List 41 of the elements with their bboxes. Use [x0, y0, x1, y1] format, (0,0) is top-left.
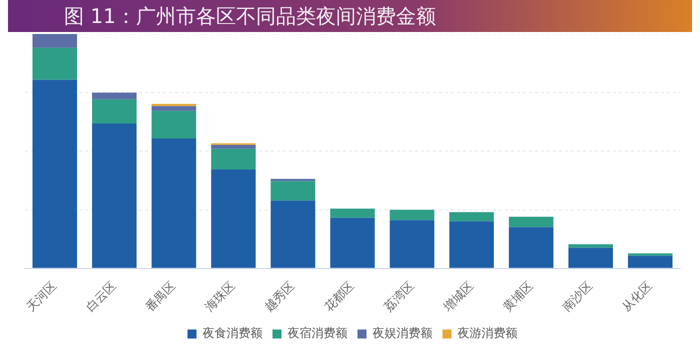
- legend-label: 夜游消费额: [458, 326, 518, 340]
- bar: [508, 216, 554, 228]
- legend-label: 夜食消费额: [202, 326, 262, 340]
- x-tick-label: 花都区: [321, 278, 357, 314]
- bar: [270, 200, 316, 268]
- x-tick-label: 从化区: [619, 278, 655, 314]
- bar: [330, 208, 375, 218]
- bar: [152, 138, 196, 268]
- chart-title: 图 11：广州市各区不同品类夜间消费金额: [8, 0, 692, 32]
- bar: [390, 210, 434, 220]
- bar: [628, 256, 672, 268]
- bar: [211, 144, 256, 149]
- bar: [508, 227, 554, 268]
- bar: [568, 248, 613, 268]
- x-tick-label: 天河区: [24, 278, 60, 314]
- x-tick-label: 荔湾区: [381, 278, 416, 314]
- bar: [92, 99, 137, 124]
- x-tick-label: 白云区: [83, 278, 119, 314]
- bar: [32, 80, 78, 268]
- bar: [152, 110, 196, 139]
- x-tick-label: 黄埔区: [500, 278, 536, 314]
- bar: [152, 106, 196, 111]
- bar: [32, 48, 78, 80]
- bar: [32, 34, 78, 48]
- x-tick-label: 南沙区: [560, 278, 596, 314]
- bar: [449, 221, 494, 268]
- bar: [390, 220, 434, 268]
- legend-label: 夜宿消费额: [288, 326, 348, 340]
- bar: [270, 181, 316, 201]
- x-tick-label: 海珠区: [202, 278, 238, 314]
- x-tick-label: 增城区: [440, 278, 476, 315]
- bar: [211, 148, 256, 170]
- bar: [211, 169, 256, 268]
- bar: [330, 218, 375, 268]
- bar: [568, 244, 613, 248]
- x-tick-label: 越秀区: [262, 278, 298, 314]
- bar: [92, 124, 137, 268]
- legend-label: 夜娱消费额: [372, 326, 432, 340]
- bar: [449, 212, 494, 222]
- bar: [92, 92, 137, 100]
- x-tick-label: 番禺区: [142, 278, 178, 314]
